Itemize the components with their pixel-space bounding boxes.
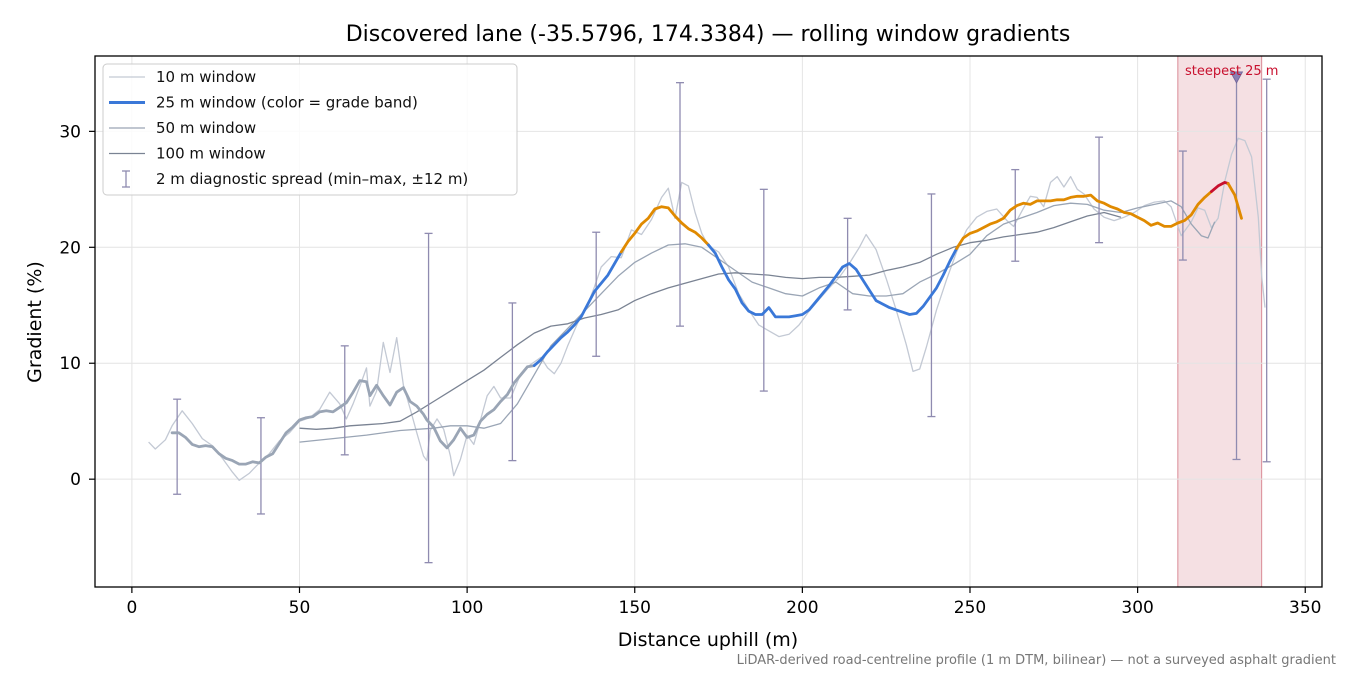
x-tick-label: 200 bbox=[786, 598, 818, 618]
plot-area: 0 50 100 150 200 250 300 350 0 10 20 30 steepest 25 … bbox=[59, 55, 1323, 618]
series-25m-segment bbox=[619, 205, 710, 254]
series-25m-segment bbox=[955, 190, 1213, 250]
x-tick-label: 350 bbox=[1289, 598, 1321, 618]
series-25m-segment bbox=[1226, 182, 1243, 220]
x-axis-label: Distance uphill (m) bbox=[618, 629, 798, 651]
series-line-50-m-window bbox=[299, 200, 1216, 443]
legend-entry-label: 2 m diagnostic spread (min–max, ±12 m) bbox=[156, 170, 468, 188]
axes-frame bbox=[94, 55, 1323, 588]
y-tick-label: 0 bbox=[70, 470, 81, 490]
x-tick-label: 250 bbox=[954, 598, 986, 618]
legend-entry-label: 100 m window bbox=[156, 145, 266, 163]
steepest-highlight-band bbox=[1177, 55, 1263, 588]
x-tick-label: 50 bbox=[289, 598, 311, 618]
chart-title: Discovered lane (-35.5796, 174.3384) — r… bbox=[346, 22, 1071, 47]
y-tick-label: 10 bbox=[59, 354, 81, 374]
legend-entry-label: 25 m window (color = grade band) bbox=[156, 94, 418, 112]
y-axis-label: Gradient (%) bbox=[24, 261, 46, 383]
steepest-marker bbox=[1229, 71, 1244, 84]
footnote: LiDAR-derived road-centreline profile (1… bbox=[737, 653, 1336, 668]
series-line-10-m-window bbox=[148, 137, 1266, 481]
legend-entry-label: 50 m window bbox=[156, 119, 256, 137]
series-line-100-m-window bbox=[299, 211, 1122, 430]
y-tick-label: 30 bbox=[59, 122, 81, 142]
x-tick-label: 300 bbox=[1121, 598, 1153, 618]
steepest-label: steepest 25 m bbox=[1185, 64, 1278, 79]
series-group bbox=[148, 75, 1271, 564]
x-tick-label: 100 bbox=[451, 598, 483, 618]
series-25m-segment bbox=[1210, 181, 1230, 193]
x-tick-label: 150 bbox=[619, 598, 651, 618]
series-25m-segment bbox=[707, 243, 958, 319]
x-tick-label: 0 bbox=[126, 598, 137, 618]
legend-entry-label: 10 m window bbox=[156, 68, 256, 86]
series-25m-segment bbox=[170, 364, 536, 466]
legend-box bbox=[102, 63, 518, 196]
series-25m-segment bbox=[532, 250, 623, 367]
y-tick-label: 20 bbox=[59, 238, 81, 258]
